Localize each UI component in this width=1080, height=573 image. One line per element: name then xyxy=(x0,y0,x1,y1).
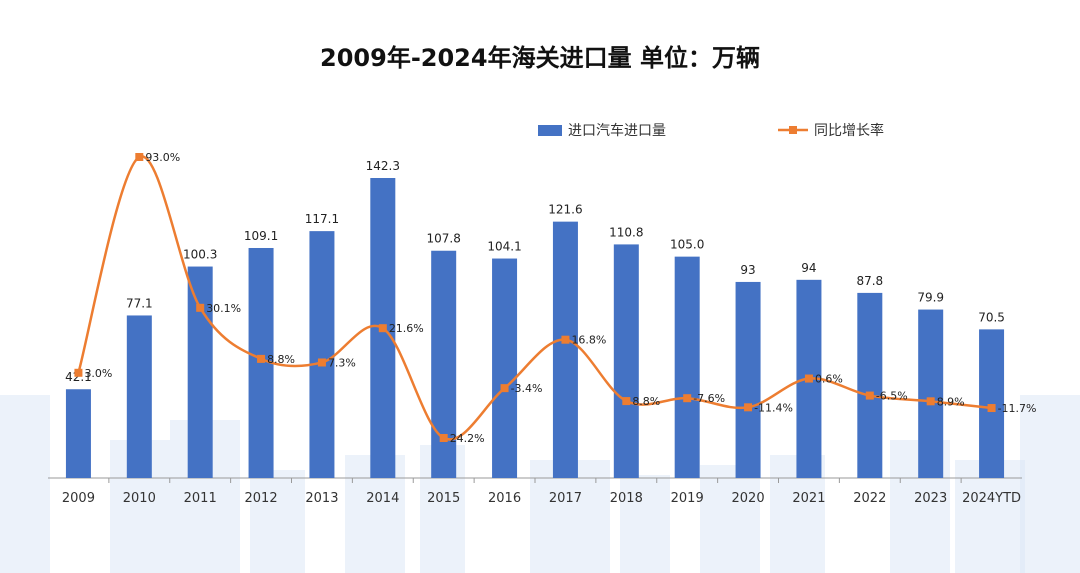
bar-value-label-2023: 79.9 xyxy=(917,291,944,305)
x-tick-label-2022: 2022 xyxy=(853,491,886,506)
growth-rate-marker-2012 xyxy=(257,354,266,363)
background-skyline-12 xyxy=(1020,395,1080,573)
bar-2011 xyxy=(187,266,213,478)
growth-rate-label-2018: 8.8% xyxy=(632,395,660,408)
x-tick-label-2016: 2016 xyxy=(488,491,521,506)
growth-rate-marker-2016 xyxy=(500,384,509,393)
growth-rate-marker-2022 xyxy=(865,391,874,400)
bar-value-label-2016: 104.1 xyxy=(487,240,521,254)
bar-value-label-2015: 107.8 xyxy=(427,232,461,246)
growth-rate-label-2022: -6.5% xyxy=(876,390,908,403)
bar-value-label-2024YTD: 70.5 xyxy=(978,310,1005,324)
bar-value-label-2013: 117.1 xyxy=(305,212,339,226)
growth-rate-label-2021: 0.6% xyxy=(815,373,843,386)
growth-rate-label-2013: 7.3% xyxy=(328,356,356,369)
growth-rate-marker-2024YTD xyxy=(987,404,996,413)
bar-2023 xyxy=(918,309,944,478)
bar-2019 xyxy=(674,256,700,478)
bar-value-label-2020: 93 xyxy=(740,263,755,277)
growth-rate-marker-2019 xyxy=(683,394,692,403)
growth-rate-label-2016: -3.4% xyxy=(511,382,543,395)
x-tick-label-2015: 2015 xyxy=(427,491,460,506)
legend-bar-swatch xyxy=(538,125,562,136)
bar-value-label-2010: 77.1 xyxy=(126,296,153,310)
x-tick-label-2023: 2023 xyxy=(914,491,947,506)
x-tick-label-2017: 2017 xyxy=(549,491,582,506)
x-tick-label-2018: 2018 xyxy=(610,491,643,506)
growth-rate-marker-2010 xyxy=(135,153,144,161)
background-skyline-3 xyxy=(250,470,305,573)
x-tick-label-2024YTD: 2024YTD xyxy=(962,491,1021,506)
growth-rate-label-2020: -11.4% xyxy=(754,401,793,414)
bar-value-label-2017: 121.6 xyxy=(548,203,582,217)
growth-rate-marker-2017 xyxy=(561,335,570,344)
bar-value-label-2021: 94 xyxy=(801,261,816,275)
background-skyline-0 xyxy=(0,395,50,573)
bar-2010 xyxy=(126,315,152,478)
background-skyline-7 xyxy=(620,475,670,573)
legend-line-label: 同比增长率 xyxy=(814,122,884,139)
growth-rate-label-2024YTD: -11.7% xyxy=(998,402,1037,415)
bar-value-label-2019: 105.0 xyxy=(670,238,704,252)
bar-value-label-2009: 42.1 xyxy=(65,370,92,384)
bar-value-label-2018: 110.8 xyxy=(609,225,643,239)
bar-2017 xyxy=(552,221,578,478)
growth-rate-label-2015: 24.2% xyxy=(450,432,485,445)
x-tick-label-2019: 2019 xyxy=(671,491,704,506)
growth-rate-marker-2014 xyxy=(378,324,387,333)
growth-rate-marker-2009 xyxy=(74,368,83,377)
x-tick-label-2011: 2011 xyxy=(184,491,217,506)
x-tick-label-2014: 2014 xyxy=(366,491,399,506)
bar-value-label-2011: 100.3 xyxy=(183,248,217,262)
bar-2024YTD xyxy=(979,329,1005,478)
growth-rate-label-2023: 8.9% xyxy=(937,395,965,408)
growth-rate-marker-2021 xyxy=(804,374,813,383)
bar-2013 xyxy=(309,231,335,478)
growth-rate-label-2009: 3.0% xyxy=(84,367,112,380)
bar-value-label-2022: 87.8 xyxy=(856,274,883,288)
background-skyline-6 xyxy=(530,460,610,573)
bar-value-label-2012: 109.1 xyxy=(244,229,278,243)
bar-2009 xyxy=(65,389,91,478)
x-tick-label-2009: 2009 xyxy=(62,491,95,506)
x-tick-label-2010: 2010 xyxy=(123,491,156,506)
bar-2022 xyxy=(857,292,883,478)
legend-line-marker xyxy=(789,126,797,134)
growth-rate-label-2017: 16.8% xyxy=(571,334,606,347)
growth-rate-label-2014: 21.6% xyxy=(389,322,424,335)
growth-rate-marker-2018 xyxy=(622,397,631,406)
chart-title: 2009年-2024年海关进口量 单位：万辆 xyxy=(320,44,760,72)
growth-rate-marker-2013 xyxy=(317,358,326,367)
x-tick-label-2020: 2020 xyxy=(732,491,765,506)
bar-2020 xyxy=(735,281,761,478)
bar-2018 xyxy=(613,244,639,478)
growth-rate-marker-2011 xyxy=(196,303,205,312)
x-tick-label-2012: 2012 xyxy=(245,491,278,506)
growth-rate-marker-2020 xyxy=(744,403,753,412)
growth-rate-line xyxy=(77,155,992,441)
x-tick-label-2013: 2013 xyxy=(305,491,338,506)
legend-bar-label: 进口汽车进口量 xyxy=(568,122,666,139)
growth-rate-label-2012: 8.8% xyxy=(267,353,295,366)
growth-rate-label-2019: -7.6% xyxy=(693,392,725,405)
bar-value-label-2014: 142.3 xyxy=(366,159,400,173)
background-skyline-11 xyxy=(955,460,1025,573)
growth-rate-label-2011: 30.1% xyxy=(206,302,241,315)
growth-rate-marker-2023 xyxy=(926,397,935,406)
x-tick-label-2021: 2021 xyxy=(792,491,825,506)
growth-rate-label-2010: 93.0% xyxy=(145,151,180,164)
growth-rate-marker-2015 xyxy=(439,434,448,442)
background-skyline-8 xyxy=(700,465,760,573)
bar-2016 xyxy=(492,258,518,478)
